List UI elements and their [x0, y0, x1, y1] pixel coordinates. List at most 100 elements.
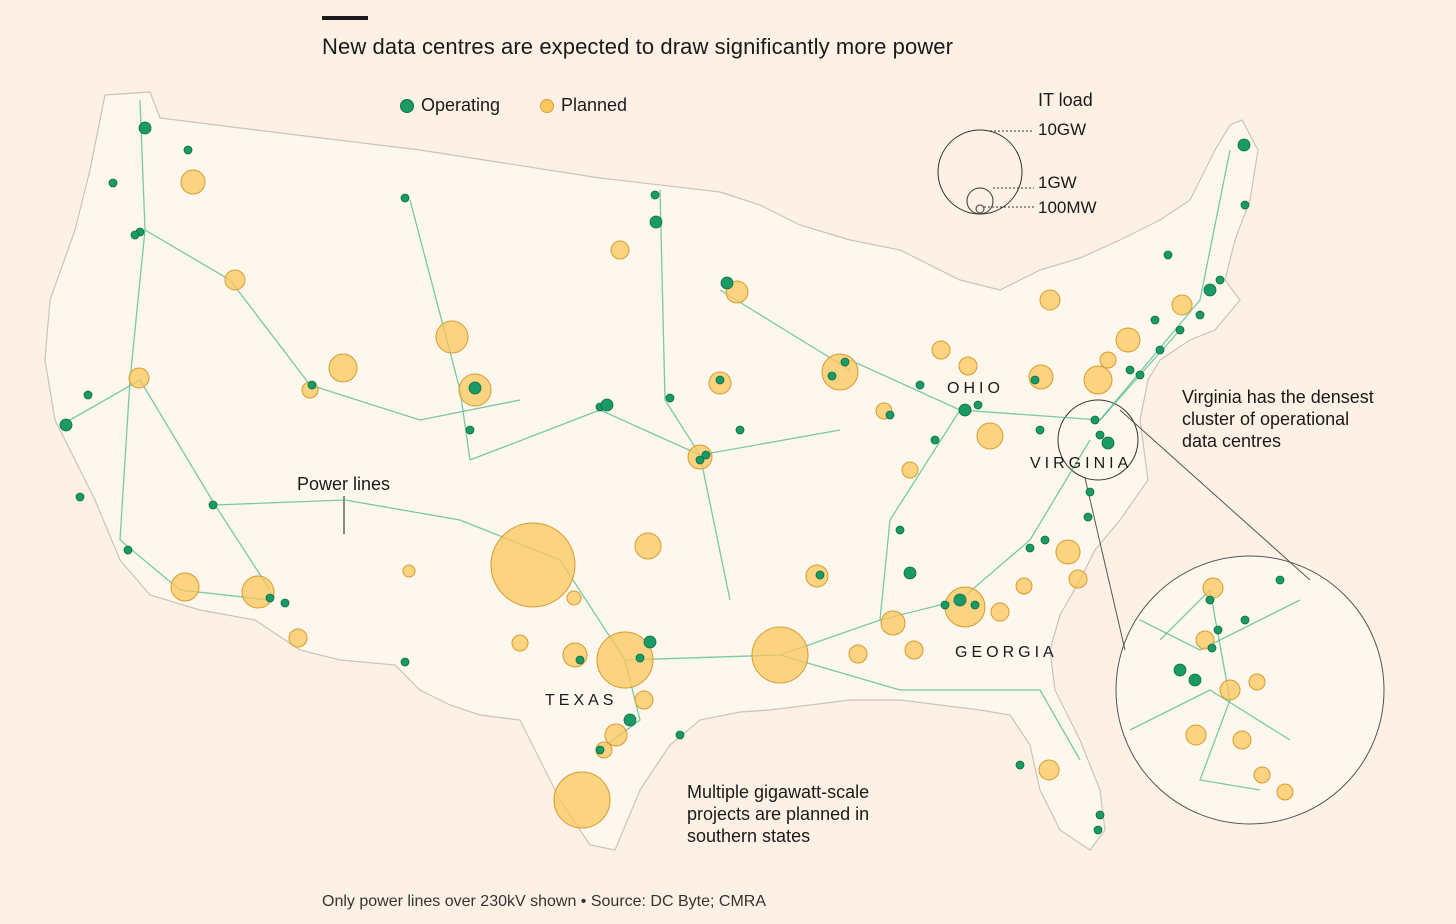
operating-site-marker — [1188, 673, 1202, 687]
operating-site-marker — [720, 276, 734, 290]
annotation-south-line: Multiple gigawatt-scale — [687, 782, 870, 802]
planned-swatch — [540, 98, 554, 113]
operating-site-marker — [827, 371, 837, 381]
planned-site-marker — [1015, 577, 1033, 595]
planned-site-marker — [901, 461, 919, 479]
size-label-10gw: 10GW — [1038, 120, 1087, 139]
planned-site-marker — [1083, 365, 1113, 395]
size-legend-title: IT load — [1038, 90, 1093, 110]
planned-site-marker — [1038, 759, 1060, 781]
operating-site-marker — [675, 730, 685, 740]
operating-site-marker — [1275, 575, 1285, 585]
operating-site-marker — [83, 390, 93, 400]
operating-site-marker — [75, 492, 85, 502]
operating-site-marker — [1240, 615, 1250, 625]
planned-site-marker — [880, 610, 906, 636]
operating-site-marker — [400, 193, 410, 203]
annotation-virginia: Virginia has the densest cluster of oper… — [1182, 386, 1374, 452]
operating-site-marker — [735, 425, 745, 435]
operating-site-marker — [595, 745, 605, 755]
planned-site-marker — [848, 644, 868, 664]
planned-site-marker — [1219, 679, 1241, 701]
operating-site-marker — [940, 600, 950, 610]
operating-site-marker — [1163, 250, 1173, 260]
planned-site-marker — [596, 631, 654, 689]
operating-site-marker — [958, 403, 972, 417]
operating-site-marker — [123, 545, 133, 555]
operating-site-marker — [1035, 425, 1045, 435]
planned-site-marker — [976, 422, 1004, 450]
planned-site-marker — [288, 628, 308, 648]
operating-site-marker — [970, 600, 980, 610]
operating-site-marker — [635, 653, 645, 663]
size-label-100mw: 100MW — [1038, 198, 1097, 217]
size-label-1gw: 1GW — [1038, 173, 1077, 192]
us-outline — [44, 91, 1259, 851]
power-line — [69, 379, 271, 591]
operating-site-marker — [650, 190, 660, 200]
planned-site-marker — [821, 353, 859, 391]
planned-site-marker — [490, 522, 576, 608]
operating-site-marker — [1135, 370, 1145, 380]
planned-site-marker — [224, 269, 246, 291]
operating-site-marker — [265, 593, 275, 603]
state-label-texas: TEXAS — [545, 692, 618, 709]
operating-site-marker — [1215, 275, 1225, 285]
planned-site-marker — [1202, 577, 1224, 599]
planned-site-marker — [751, 626, 809, 684]
operating-swatch — [400, 98, 414, 113]
operating-site-marker — [468, 381, 482, 395]
planned-site-marker — [904, 640, 924, 660]
power-line — [779, 654, 1081, 761]
planned-site-marker — [1248, 673, 1266, 691]
planned-site-marker — [1185, 724, 1207, 746]
planned-site-marker — [511, 634, 529, 652]
planned-site-marker — [180, 169, 206, 195]
state-label-georgia: GEORGIA — [955, 644, 1058, 661]
operating-site-marker — [1155, 345, 1165, 355]
operating-site-marker — [183, 145, 193, 155]
power-line — [624, 599, 961, 661]
operating-sites — [59, 121, 1285, 835]
operating-site-marker — [1173, 663, 1187, 677]
chart-title: New data centres are expected to draw si… — [322, 34, 954, 59]
operating-site-marker — [1040, 535, 1050, 545]
planned-site-marker — [1039, 289, 1061, 311]
operating-site-marker — [465, 425, 475, 435]
power-line — [719, 289, 851, 371]
operating-site-marker — [1207, 643, 1217, 653]
zoom-line-2 — [1084, 477, 1126, 651]
legend-planned: Planned — [540, 95, 627, 116]
power-line — [1139, 599, 1301, 651]
annotation-virginia-line: Virginia has the densest — [1182, 387, 1374, 407]
operating-site-marker — [1213, 625, 1223, 635]
planned-site-marker — [604, 723, 628, 747]
planned-site-marker — [610, 240, 630, 260]
operating-site-marker — [840, 357, 850, 367]
planned-site-marker — [435, 320, 469, 354]
annotation-power-lines: Power lines — [297, 474, 391, 494]
operating-site-marker — [400, 657, 410, 667]
operating-site-marker — [1205, 595, 1215, 605]
planned-site-marker — [958, 356, 978, 376]
planned-site-marker — [128, 367, 150, 389]
operating-site-marker — [895, 525, 905, 535]
legend-operating: Operating — [400, 95, 500, 116]
annotation-virginia-line: cluster of operational — [1182, 409, 1350, 429]
power-line — [879, 409, 961, 621]
operating-site-marker — [280, 598, 290, 608]
operating-site-marker — [1125, 365, 1135, 375]
planned-site-marker — [328, 353, 358, 383]
operating-site-marker — [1090, 415, 1100, 425]
operating-site-marker — [1030, 375, 1040, 385]
operating-site-marker — [108, 178, 118, 188]
planned-site-marker — [1253, 766, 1271, 784]
state-label-ohio: OHIO — [947, 380, 1004, 397]
planned-site-marker — [931, 340, 951, 360]
power-line — [469, 409, 841, 461]
planned-site-marker — [562, 642, 588, 668]
power-line — [1099, 149, 1231, 421]
planned-site-marker — [634, 532, 662, 560]
annotation-virginia-line: data centres — [1182, 431, 1282, 451]
state-label-virginia: VIRGINIA — [1030, 455, 1133, 472]
